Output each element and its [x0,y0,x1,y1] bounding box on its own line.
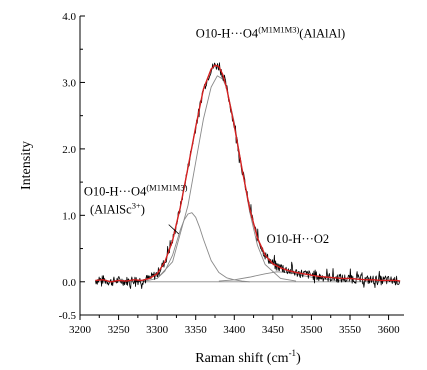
annotation-main-peak: O10-H···O4(M1M1M3)(AlAlAl) [196,24,345,40]
x-tick-label: 3600 [378,324,401,336]
annotation-low-peak-line1: O10-H···O4(M1M1M3) [84,182,188,198]
curves-layer [95,62,401,289]
measured-spectrum-line [95,62,401,289]
y-tick-label: 1.0 [62,210,76,222]
x-tick-label: 3200 [69,324,92,336]
component-band-3380-line [141,75,297,283]
y-tick-label: 4.0 [62,11,76,23]
annotation-high-peak: O10-H···O2 [267,232,329,246]
y-tick-label: 3.0 [62,77,76,89]
x-tick-label: 3450 [262,324,285,336]
x-tick-label: 3400 [223,324,246,336]
x-tick-label: 3550 [339,324,362,336]
annotation-low-peak-line2: (AlAlSc3+) [90,200,145,216]
x-axis-title: Raman shift (cm-1) [195,348,301,366]
annotation-leader-line [168,224,180,235]
x-tick-label: 3500 [300,324,323,336]
x-tick-label: 3250 [108,324,131,336]
y-tick-label: -0.5 [59,310,77,322]
envelope-fit-line [95,64,401,283]
x-tick-label: 3300 [146,324,169,336]
y-tick-label: 0.0 [62,277,76,289]
y-tick-label: 2.0 [62,144,76,156]
component-band-3345-line [156,212,250,283]
x-tick-label: 3350 [185,324,208,336]
axes-layer [79,15,404,320]
y-axis-title: Intensity [19,141,34,190]
labels-layer: -0.5 0.0 1.0 2.0 3.0 4.0 3200 3250 3300 3350 3400 3… [19,11,400,366]
